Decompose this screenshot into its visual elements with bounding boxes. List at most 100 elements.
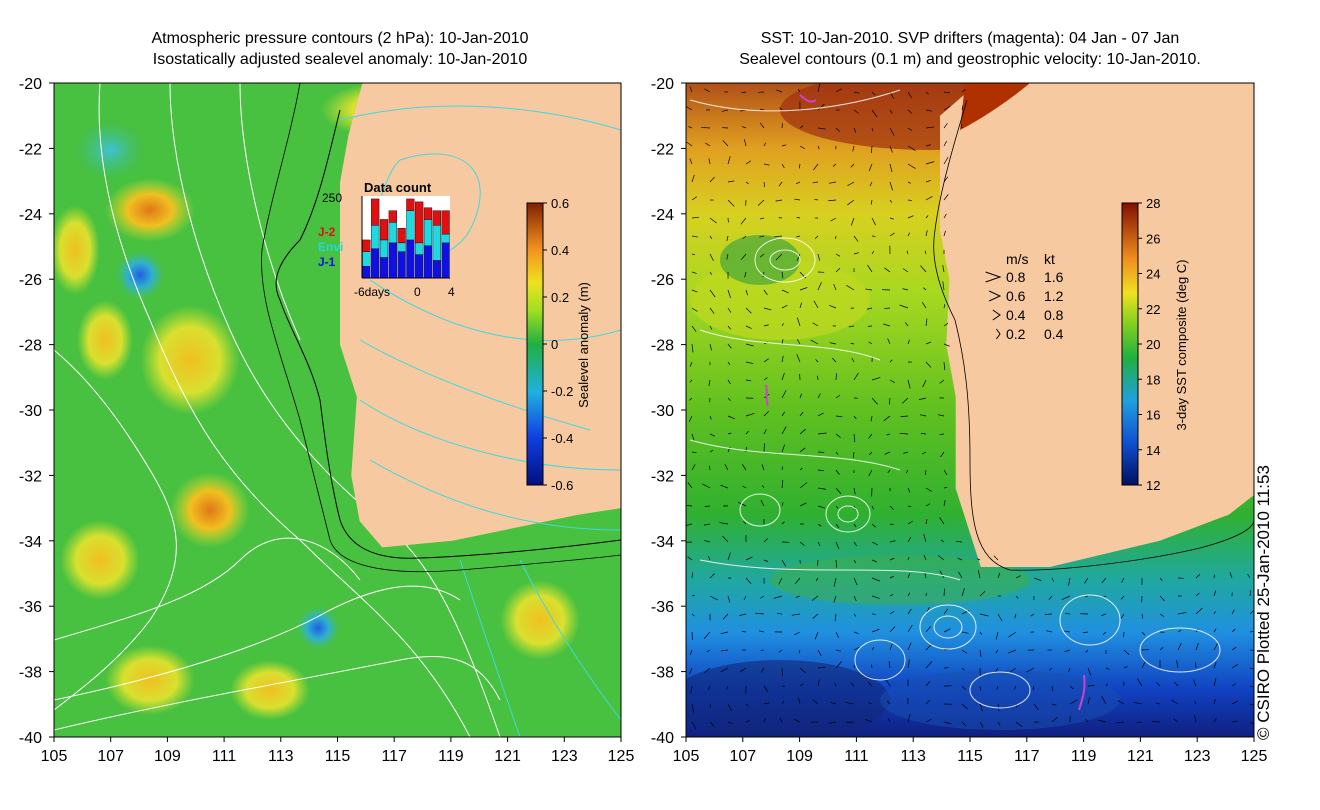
velocity-vector [727, 415, 735, 420]
velocity-vector [817, 282, 822, 291]
velocity-vector [1064, 630, 1071, 633]
left-axes: 105 107 109 111 113 115 117 119 121 123 125 -20 -22 -… [19, 76, 635, 765]
velocity-vector [796, 354, 801, 363]
inset-bar-j-1 [441, 242, 450, 279]
left-ytick-label: -34 [19, 534, 42, 551]
velocity-vector [1213, 677, 1217, 687]
velocity-vector [907, 109, 913, 114]
velocity-vector [781, 305, 788, 309]
velocity-vector [744, 271, 747, 278]
velocity-vector [1136, 721, 1143, 724]
velocity-vector [691, 594, 695, 597]
velocity-vector [708, 379, 711, 387]
right-xtick-label: 111 [844, 748, 868, 765]
velocity-vector [709, 449, 713, 453]
velocity-vector [1195, 642, 1199, 651]
velocity-vector [779, 717, 783, 723]
velocity-vector [942, 281, 945, 291]
velocity-vector [1193, 679, 1197, 687]
velocity-vector [961, 721, 967, 727]
velocity-vector [834, 682, 837, 687]
inset-bar-j-2 [371, 198, 380, 226]
inset-bar-envi [388, 222, 397, 244]
velocity-vector [1231, 720, 1238, 723]
velocity-vector [1159, 647, 1164, 651]
left-xtick-label: 111 [212, 748, 236, 765]
velocity-vector [781, 411, 785, 417]
inset-title: Data count [364, 180, 432, 195]
velocity-vector [745, 577, 752, 585]
velocity-vector [834, 613, 837, 622]
cyan-contours [339, 105, 621, 737]
velocity-vector [763, 559, 769, 562]
inset-bar-j-2 [441, 210, 450, 235]
velocity-vector [817, 127, 826, 130]
velocity-vector [977, 569, 981, 579]
velocity-vector [835, 451, 839, 455]
velocity-vector [899, 433, 909, 435]
inset-bar-j-2 [397, 228, 406, 244]
velocity-vector [884, 451, 891, 455]
svp-drifters [765, 94, 1086, 711]
velocity-vector [925, 179, 931, 183]
velocity-vector [1249, 649, 1254, 651]
velocity-vector [1014, 685, 1017, 690]
velocity-vector [741, 126, 747, 129]
velocity-vector [777, 613, 783, 615]
right-xtick-label: 115 [957, 748, 983, 765]
velocity-vector [907, 573, 911, 579]
velocity-vector [943, 628, 951, 633]
velocity-vector [689, 361, 693, 367]
velocity-vector [691, 613, 695, 617]
sla-colorbar-ticks: -0.6 -0.4 -0.2 0 0.2 0.4 0.6 [543, 196, 573, 493]
velocity-vector [689, 158, 693, 165]
velocity-vector [781, 685, 786, 688]
velocity-vector [1007, 649, 1017, 654]
velocity-vector [1141, 613, 1144, 619]
velocity-vector [763, 163, 770, 166]
right-ytick-label: -40 [651, 730, 674, 747]
velocity-vector [885, 678, 891, 687]
velocity-vector [907, 487, 911, 493]
velocity-vector [868, 469, 873, 477]
velocity-vector [1156, 682, 1161, 687]
velocity-vector [781, 323, 784, 327]
velocity-vector [691, 703, 695, 713]
velocity-vector [939, 433, 945, 435]
velocity-vector [817, 253, 821, 261]
velocity-vector [1249, 590, 1252, 597]
velocity-vector [1101, 613, 1107, 616]
velocity-vector [921, 451, 927, 455]
velocity-vector [709, 573, 715, 579]
velocity-vector [689, 667, 693, 675]
velocity-vector [871, 377, 881, 381]
velocity-vector [907, 536, 912, 543]
velocity-vector [925, 718, 932, 723]
coastline-left [275, 109, 621, 559]
inset-chart: Data count 250 J-2 Envi J-1 -6days 0 4 [318, 180, 455, 299]
velocity-vector [867, 264, 873, 273]
velocity-vector [1008, 631, 1017, 638]
velocity-vector [853, 595, 857, 602]
velocity-vector [997, 721, 1001, 726]
right-ytick-label: -36 [651, 599, 674, 616]
velocity-vector [702, 483, 711, 489]
right-xtick-label: 121 [1127, 748, 1154, 765]
velocity-vector [743, 595, 747, 601]
velocity-vector [1065, 612, 1071, 615]
velocity-vector [760, 667, 765, 673]
velocity-vector [923, 287, 927, 291]
velocity-vector [887, 700, 891, 705]
velocity-vector [923, 554, 927, 561]
velocity-vector [868, 163, 873, 172]
velocity-vector [1213, 611, 1216, 615]
velocity-vector [828, 721, 837, 724]
legend-j1: J-1 [318, 255, 336, 269]
velocity-vector [703, 523, 711, 526]
velocity-vector [817, 505, 826, 509]
velocity-vector [961, 89, 966, 93]
velocity-vector [907, 520, 913, 525]
velocity-vector [835, 661, 843, 669]
velocity-vector [887, 338, 891, 345]
velocity-vector [865, 719, 873, 723]
